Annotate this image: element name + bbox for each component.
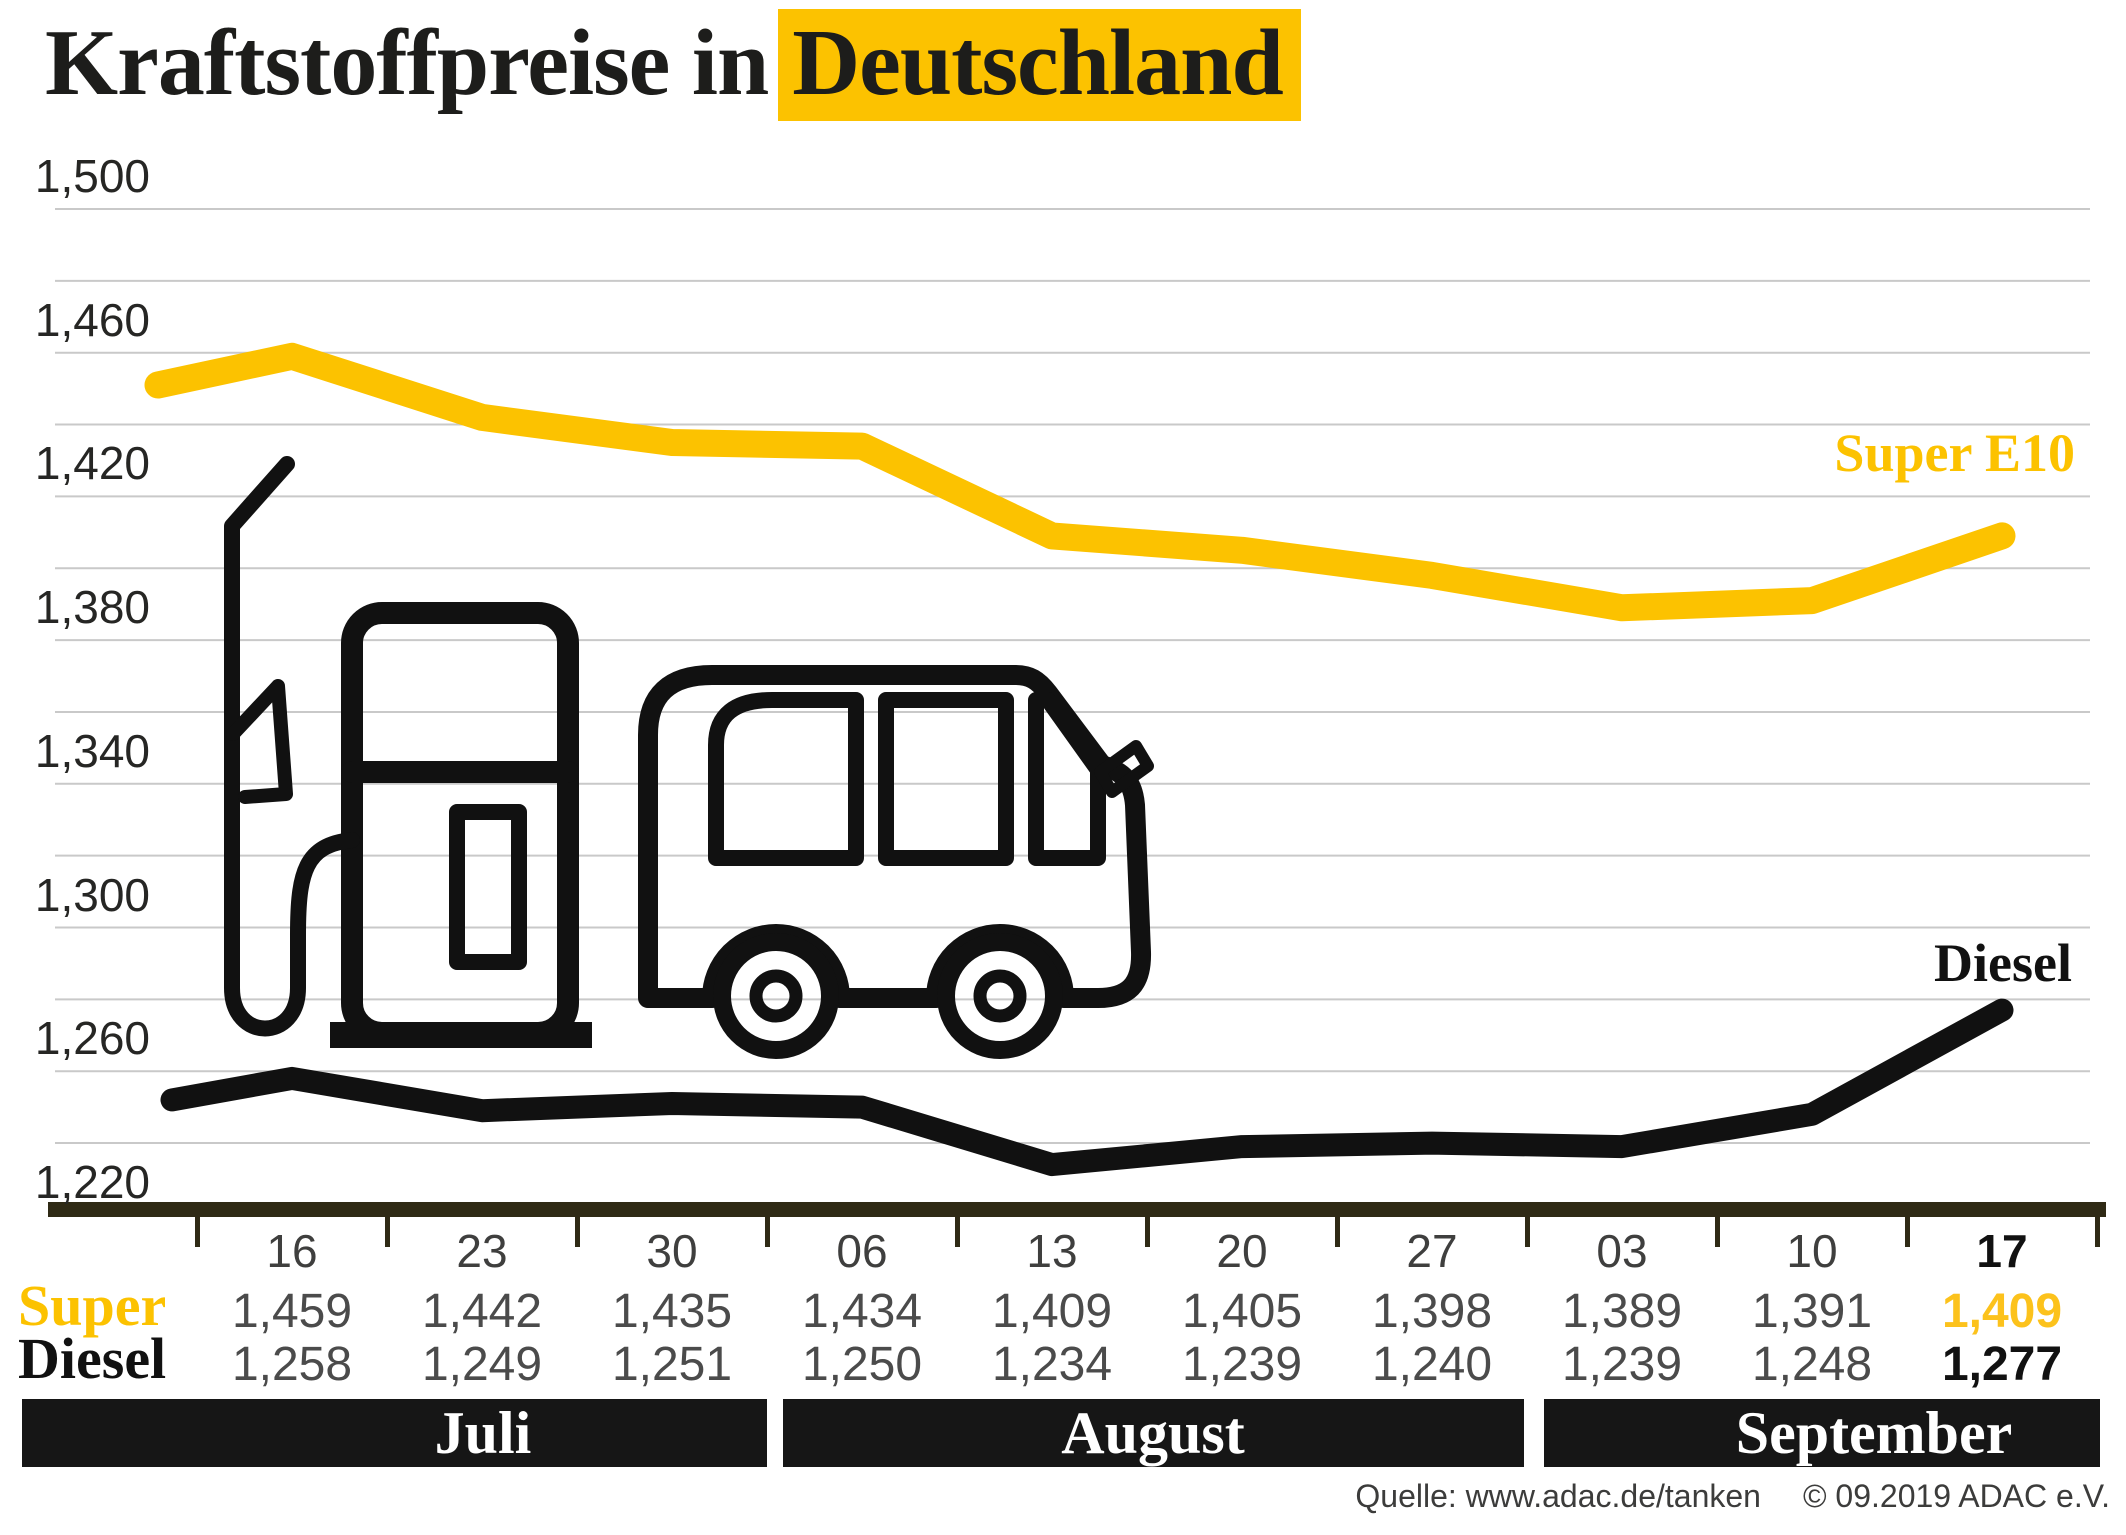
date-label: 16 [266,1225,318,1277]
super-value-cell: 1,389 [1561,1285,1683,1338]
y-axis-label: 1,300 [34,868,150,921]
y-axis-label: 1,420 [34,437,150,490]
legend-diesel: Diesel [1934,933,2072,993]
diesel-value-cell: 1,234 [991,1338,1113,1391]
source-line: Quelle: www.adac.de/tanken © 09.2019 ADAC… [1100,1478,2110,1514]
fuel-pump-icon [224,456,592,1048]
diesel-value-cell: 1,258 [231,1338,353,1391]
data-lines [144,342,2016,1177]
month-band [783,1399,1524,1467]
diesel-value-cell: 1,239 [1561,1338,1683,1391]
tick-mark [1905,1217,1910,1247]
y-axis-label: 1,460 [34,293,150,346]
super-value-cell: 1,459 [231,1285,353,1338]
tick-mark [765,1217,770,1247]
date-label: 20 [1216,1225,1268,1277]
legend-super-e10: Super E10 [1834,423,2075,483]
y-axis-label: 1,500 [34,150,150,202]
y-axis-label: 1,260 [34,1012,150,1065]
title-text: Kraftstoffpreise in [45,11,769,115]
super-value-cell: 1,435 [611,1285,733,1338]
super-value-cell: 1,405 [1181,1285,1303,1338]
date-label: 10 [1786,1225,1838,1277]
y-axis-label: 1,340 [34,724,150,777]
date-label: 13 [1026,1225,1078,1277]
diesel-value-cell: 1,240 [1371,1338,1493,1391]
super-value-cell: 1,434 [801,1285,923,1338]
month-label: Juli [434,1400,532,1466]
super-value-cell: 1,442 [421,1285,543,1338]
page-title: Kraftstoffpreise in Deutschland [45,8,1301,121]
date-label: 17 [1976,1225,2028,1277]
car-icon [638,665,1154,1059]
date-label: 30 [646,1225,698,1277]
diesel-value-cell: 1,277 [1941,1338,2063,1391]
tick-mark [575,1217,580,1247]
date-label: 03 [1596,1225,1648,1277]
copyright-text: © 09.2019 ADAC e.V. [1802,1478,2110,1514]
month-band [22,1399,767,1467]
tick-mark [1335,1217,1340,1247]
y-axis-label: 1,220 [34,1155,150,1208]
tick-mark [1525,1217,1530,1247]
diesel-value-cell: 1,239 [1181,1338,1303,1391]
x-axis-line [48,1202,2106,1217]
diesel-value-cell: 1,250 [801,1338,923,1391]
title-highlight: Deutschland [778,9,1301,121]
month-label: August [1061,1400,1245,1466]
date-label: 06 [836,1225,888,1277]
super-value-cell: 1,409 [991,1285,1113,1338]
diesel-value-cell: 1,251 [611,1338,733,1391]
tick-mark [195,1217,200,1247]
tick-mark [2095,1217,2100,1247]
super-value-cell: 1,398 [1371,1285,1493,1338]
month-band [1544,1399,2100,1467]
tick-mark [385,1217,390,1247]
source-text: Quelle: www.adac.de/tanken [1355,1478,1761,1514]
diesel-value-cell: 1,248 [1751,1338,1873,1391]
super-value-cell: 1,391 [1751,1285,1873,1338]
super-value-cell: 1,409 [1941,1285,2063,1338]
line-diesel [160,998,2014,1177]
line-super-e10 [144,342,2016,622]
x-axis [48,1202,2106,1247]
diesel-value-cell: 1,249 [421,1338,543,1391]
date-label: 23 [456,1225,508,1277]
row-label-super: Super [18,1273,167,1338]
row-label-diesel: Diesel [18,1326,167,1391]
tick-mark [955,1217,960,1247]
y-axis-label: 1,380 [34,581,150,634]
tick-mark [1715,1217,1720,1247]
month-label: September [1735,1400,2013,1466]
date-label: 27 [1406,1225,1458,1277]
tick-mark [1145,1217,1150,1247]
